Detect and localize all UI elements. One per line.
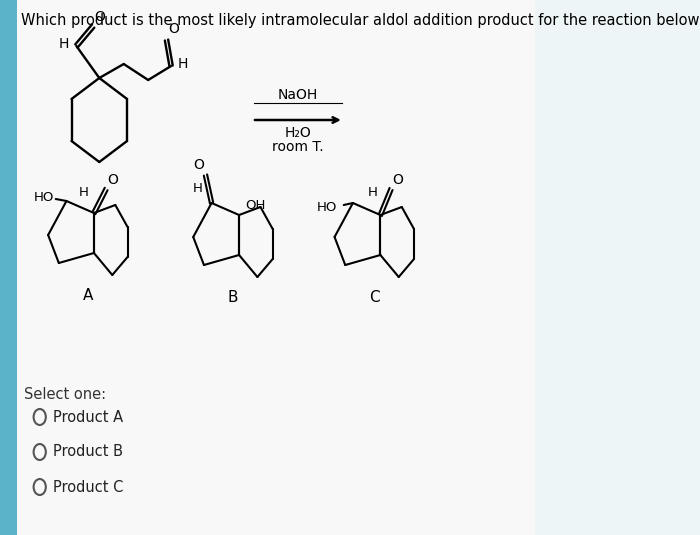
Text: O: O — [393, 173, 403, 187]
Text: O: O — [193, 158, 204, 172]
Text: Product B: Product B — [53, 445, 123, 460]
Text: Product A: Product A — [53, 409, 124, 424]
Text: Which product is the most likely intramolecular aldol addition product for the r: Which product is the most likely intramo… — [22, 13, 700, 28]
Text: Select one:: Select one: — [25, 387, 106, 402]
Text: room T.: room T. — [272, 140, 323, 154]
Text: H: H — [78, 186, 88, 199]
Text: NaOH: NaOH — [278, 88, 318, 102]
Text: HO: HO — [34, 190, 54, 203]
Text: OH: OH — [245, 198, 265, 211]
Text: C: C — [369, 290, 379, 305]
Text: H₂O: H₂O — [284, 126, 312, 140]
Text: O: O — [108, 173, 118, 187]
Text: H: H — [58, 37, 69, 51]
Text: H: H — [193, 182, 203, 195]
Text: O: O — [94, 10, 106, 24]
Text: O: O — [168, 22, 179, 36]
Text: H: H — [368, 186, 377, 199]
Text: B: B — [228, 290, 238, 305]
Bar — [0, 0, 17, 535]
Text: H: H — [178, 57, 188, 71]
Text: Product C: Product C — [53, 479, 124, 494]
Text: A: A — [83, 288, 93, 303]
Text: HO: HO — [317, 201, 337, 213]
